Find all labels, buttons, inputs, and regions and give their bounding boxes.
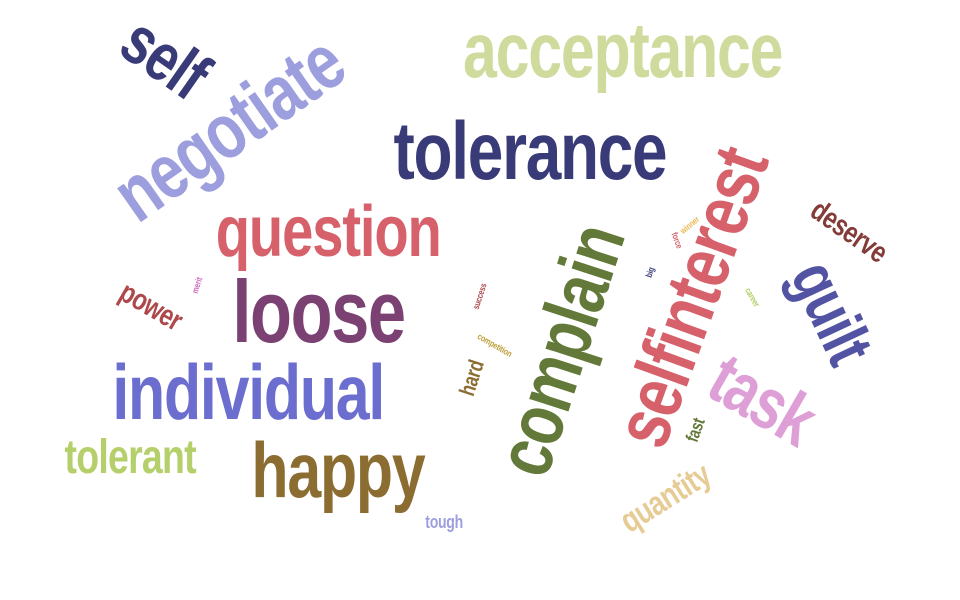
word-guilt: guilt (776, 249, 888, 375)
word-question: question (215, 192, 442, 272)
word-tolerant: tolerant (64, 431, 197, 484)
word-quantity: quantity (612, 455, 717, 541)
word-individual: individual (112, 348, 385, 436)
word-power: power (113, 275, 188, 338)
word-hard: hard (454, 356, 489, 399)
word-success: success (470, 281, 489, 311)
word-acceptance: acceptance (462, 6, 783, 94)
word-task: task (695, 338, 829, 462)
word-tolerance: tolerance (393, 106, 667, 197)
word-competition: competition (475, 330, 514, 359)
word-happy: happy (251, 426, 425, 514)
word-career: career (743, 285, 762, 309)
word-loose: loose (231, 262, 406, 361)
word-tough: tough (425, 512, 463, 532)
word-merit: merit (189, 275, 204, 295)
